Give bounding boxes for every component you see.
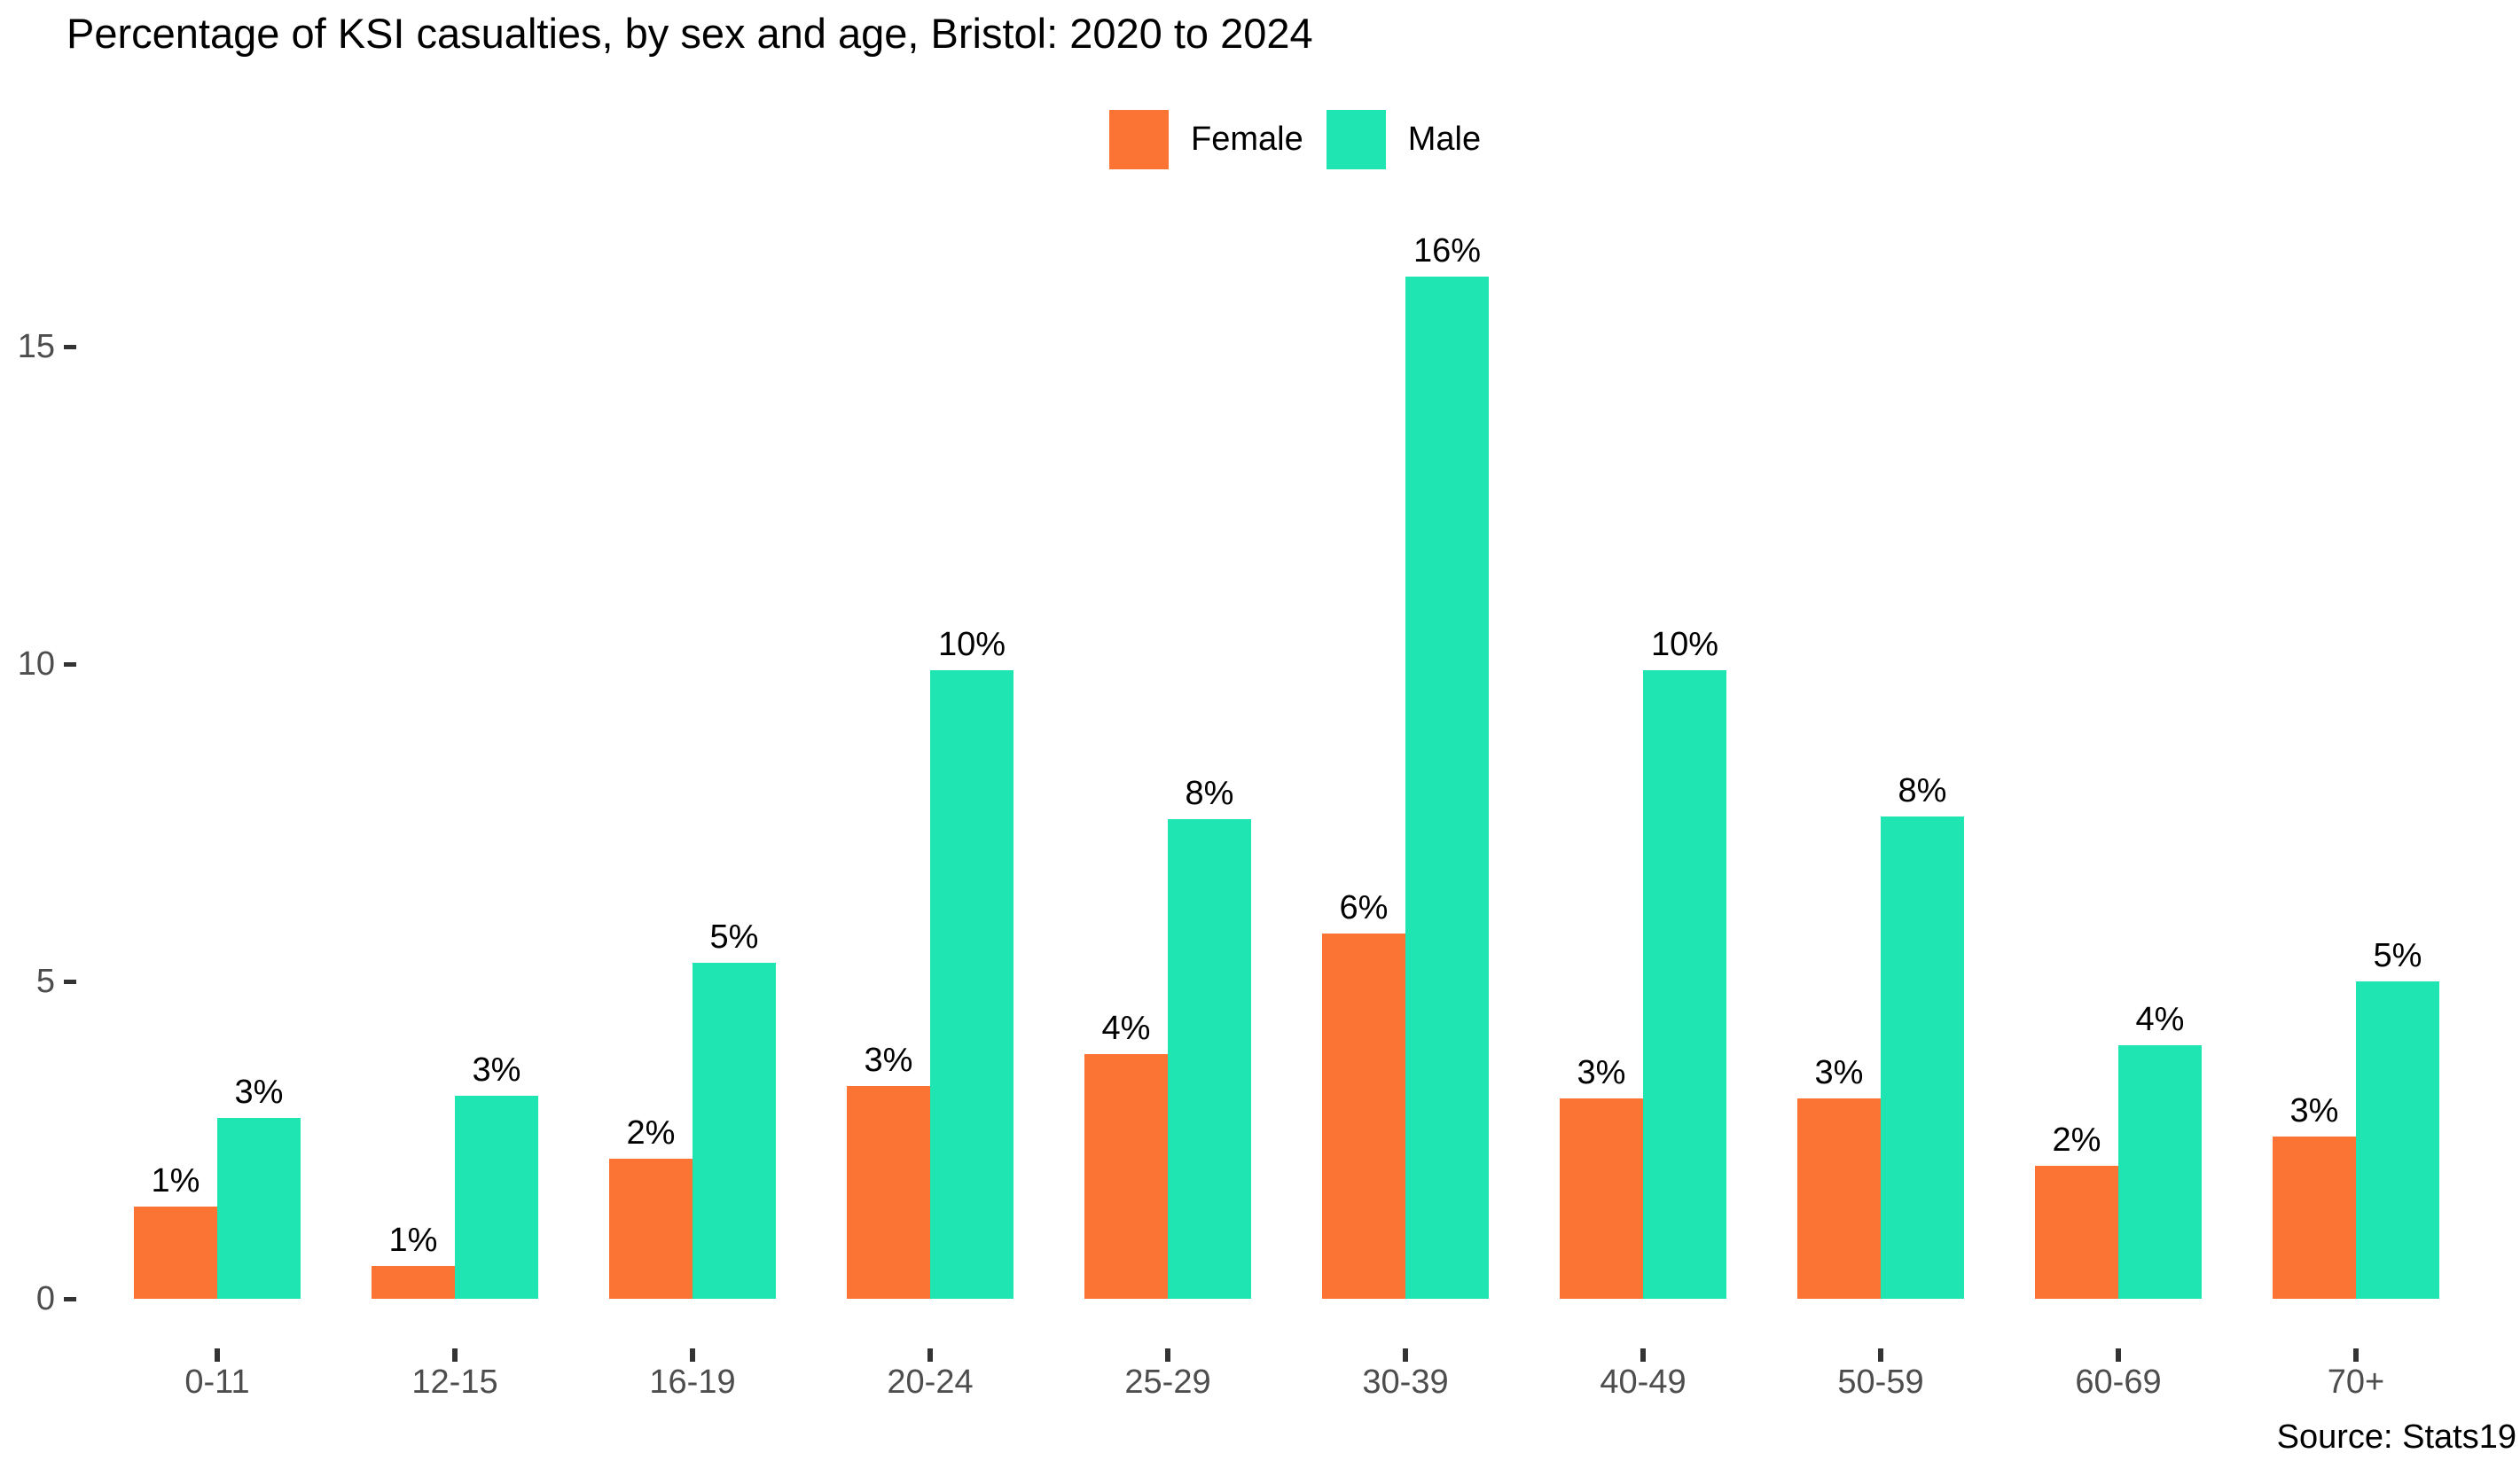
y-tick-5 [64,980,76,984]
x-tick-40-49 [1640,1348,1646,1362]
bar-male-25-29 [1168,819,1251,1299]
x-tick-0-11 [215,1348,220,1362]
bar-male-50-59 [1881,817,1964,1299]
bar-female-20-24 [847,1086,930,1299]
y-tick-label-0: 0 [35,1280,55,1317]
bar-male-70+ [2356,981,2439,1299]
x-tick-12-15 [452,1348,458,1362]
x-tick-label-16-19: 16-19 [649,1364,736,1401]
bar-label-female-25-29: 4% [1101,1010,1151,1047]
bar-label-female-40-49: 3% [1577,1054,1626,1091]
x-tick-25-29 [1165,1348,1170,1362]
bar-label-male-50-59: 8% [1898,772,1947,809]
bar-female-70+ [2273,1137,2356,1299]
bar-male-40-49 [1643,670,1726,1299]
x-tick-70+ [2353,1348,2359,1362]
bar-label-female-16-19: 2% [626,1114,676,1152]
bar-label-male-60-69: 4% [2135,1001,2185,1038]
x-tick-30-39 [1403,1348,1408,1362]
x-tick-label-30-39: 30-39 [1362,1364,1449,1401]
bar-label-male-40-49: 10% [1650,626,1719,663]
bar-label-female-0-11: 1% [151,1162,200,1199]
bar-female-12-15 [372,1266,455,1299]
source-note: Source: Stats19 [2276,1418,2516,1456]
bar-label-female-50-59: 3% [1814,1054,1864,1091]
x-tick-label-50-59: 50-59 [1837,1364,1924,1401]
legend-label-female: Female [1191,121,1303,158]
legend-swatch-female [1109,110,1169,169]
bar-label-male-20-24: 10% [937,626,1006,663]
legend-swatch-male [1326,110,1386,169]
x-tick-label-0-11: 0-11 [184,1364,250,1401]
bar-label-female-20-24: 3% [864,1042,913,1079]
bar-label-male-70+: 5% [2373,937,2422,974]
y-tick-0 [64,1297,76,1301]
legend: Female Male [1109,110,1481,169]
bar-label-female-30-39: 6% [1339,889,1389,926]
bar-male-0-11 [217,1118,301,1299]
chart-title: Percentage of KSI casualties, by sex and… [67,10,1313,57]
bar-female-0-11 [134,1207,217,1299]
bar-label-male-0-11: 3% [234,1074,284,1111]
bar-male-30-39 [1405,277,1489,1299]
x-tick-16-19 [690,1348,695,1362]
legend-item-female: Female [1109,110,1303,169]
bar-label-male-12-15: 3% [472,1051,521,1089]
bar-female-60-69 [2035,1166,2118,1299]
y-tick-10 [64,662,76,667]
bar-male-60-69 [2118,1045,2202,1299]
y-tick-label-15: 15 [17,328,55,365]
legend-label-male: Male [1407,121,1482,158]
x-tick-label-25-29: 25-29 [1124,1364,1211,1401]
y-tick-label-5: 5 [35,963,55,1000]
x-tick-label-12-15: 12-15 [411,1364,498,1401]
y-tick-label-10: 10 [17,645,55,683]
bar-male-16-19 [693,963,776,1299]
x-tick-50-59 [1878,1348,1883,1362]
bar-label-male-30-39: 16% [1413,232,1482,270]
x-tick-60-69 [2116,1348,2121,1362]
bar-label-male-16-19: 5% [709,918,759,956]
bar-male-20-24 [930,670,1013,1299]
bar-female-25-29 [1084,1054,1168,1299]
x-tick-label-70+: 70+ [2327,1364,2385,1401]
bar-label-female-60-69: 2% [2052,1121,2101,1159]
x-tick-label-60-69: 60-69 [2075,1364,2162,1401]
bar-female-50-59 [1797,1098,1881,1299]
y-tick-15 [64,345,76,349]
x-tick-label-40-49: 40-49 [1600,1364,1687,1401]
x-tick-label-20-24: 20-24 [887,1364,974,1401]
bar-label-male-25-29: 8% [1185,775,1234,812]
bar-label-female-12-15: 1% [388,1222,438,1259]
bar-female-40-49 [1560,1098,1643,1299]
bar-label-female-70+: 3% [2289,1092,2339,1129]
legend-item-male: Male [1326,110,1482,169]
bar-female-16-19 [609,1159,693,1299]
bar-male-12-15 [455,1096,538,1299]
x-tick-20-24 [927,1348,933,1362]
bar-female-30-39 [1322,934,1405,1299]
